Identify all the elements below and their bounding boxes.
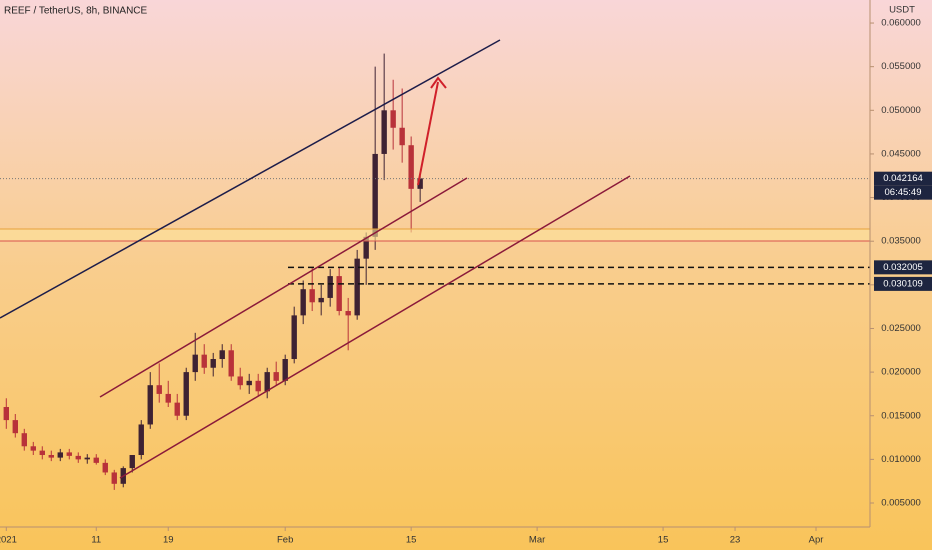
- candle-body: [345, 311, 351, 316]
- y-tick-label: 0.010000: [881, 454, 921, 465]
- candle-body: [39, 450, 45, 456]
- candle-body: [102, 462, 108, 473]
- candle-body: [363, 236, 369, 259]
- candle-body: [228, 350, 234, 377]
- candle-body: [3, 407, 9, 421]
- x-tick-label: 15: [658, 535, 669, 546]
- candle-body: [21, 433, 27, 447]
- candle-body: [147, 385, 153, 425]
- candle-body: [246, 380, 252, 386]
- candle-body: [399, 127, 405, 146]
- axis-unit: USDT: [889, 5, 915, 16]
- candle-body: [111, 472, 117, 484]
- y-tick-label: 0.020000: [881, 367, 921, 378]
- candle-body: [336, 276, 342, 312]
- plot-area: [0, 53, 870, 490]
- price-tag-label: 0.042164: [883, 173, 923, 184]
- candle-body: [390, 110, 396, 128]
- candle-body: [48, 455, 54, 458]
- candle-body: [417, 178, 423, 189]
- countdown-tag: [874, 185, 932, 200]
- candle-body: [12, 420, 18, 434]
- candle-body: [129, 455, 135, 469]
- candle-body: [192, 354, 198, 373]
- candle-body: [66, 452, 72, 456]
- candle-body: [138, 424, 144, 456]
- x-tick-label: 23: [730, 535, 741, 546]
- candle-body: [75, 455, 81, 460]
- candle-body: [237, 376, 243, 386]
- candle-body: [408, 145, 414, 189]
- x-tick-label: 11: [91, 535, 101, 546]
- candle-body: [300, 289, 306, 316]
- trendline: [119, 175, 631, 479]
- y-tick-label: 0.050000: [881, 105, 921, 116]
- drawings: [0, 39, 870, 479]
- candle-body: [291, 315, 297, 360]
- y-tick-label: 0.025000: [881, 323, 921, 334]
- chart-title: REEF / TetherUS, 8h, BINANCE: [4, 6, 148, 17]
- y-tick-label: 0.060000: [881, 18, 921, 29]
- candle-body: [93, 457, 99, 463]
- x-tick-label: Feb: [277, 535, 293, 546]
- candle-body: [219, 350, 225, 360]
- x-tick-label: Mar: [529, 535, 545, 546]
- candle-body: [84, 457, 90, 460]
- x-tick-label: 2021: [0, 535, 17, 546]
- y-tick-label: 0.035000: [881, 236, 921, 247]
- candle-body: [201, 354, 207, 368]
- x-tick-label: Apr: [809, 535, 824, 546]
- y-tick-label: 0.015000: [881, 410, 921, 421]
- price-tag: [874, 276, 932, 291]
- candle-body: [165, 393, 171, 403]
- y-tick-label: 0.055000: [881, 61, 921, 72]
- candle-body: [354, 258, 360, 316]
- candle-body: [264, 372, 270, 392]
- x-tick-label: 19: [163, 535, 174, 546]
- candle-body: [210, 359, 216, 368]
- candle-body: [183, 372, 189, 416]
- candle-body: [309, 289, 315, 303]
- candle-body: [57, 452, 63, 458]
- trendline: [99, 177, 468, 398]
- candle-body: [255, 380, 261, 392]
- candle-body: [282, 359, 288, 381]
- candle-body: [372, 153, 378, 237]
- trendline: [0, 39, 501, 319]
- candle-body: [318, 297, 324, 303]
- arrow-head: [430, 76, 447, 89]
- arrow: [417, 81, 439, 186]
- candle-body: [156, 385, 162, 394]
- price-tag: [874, 260, 932, 275]
- candle-body: [381, 110, 387, 154]
- candle-body: [30, 446, 36, 451]
- price-tag-label: 0.032005: [883, 262, 923, 273]
- countdown-label: 06:45:49: [885, 187, 922, 198]
- candle-body: [273, 372, 279, 381]
- zone: [0, 229, 870, 241]
- x-tick-label: 15: [406, 535, 417, 546]
- price-tag: [874, 171, 932, 186]
- y-tick-label: 0.045000: [881, 148, 921, 159]
- y-tick-label: 0.005000: [881, 498, 921, 509]
- price-tag-label: 0.030109: [883, 278, 923, 289]
- candle-body: [174, 402, 180, 416]
- candle-body: [327, 276, 333, 298]
